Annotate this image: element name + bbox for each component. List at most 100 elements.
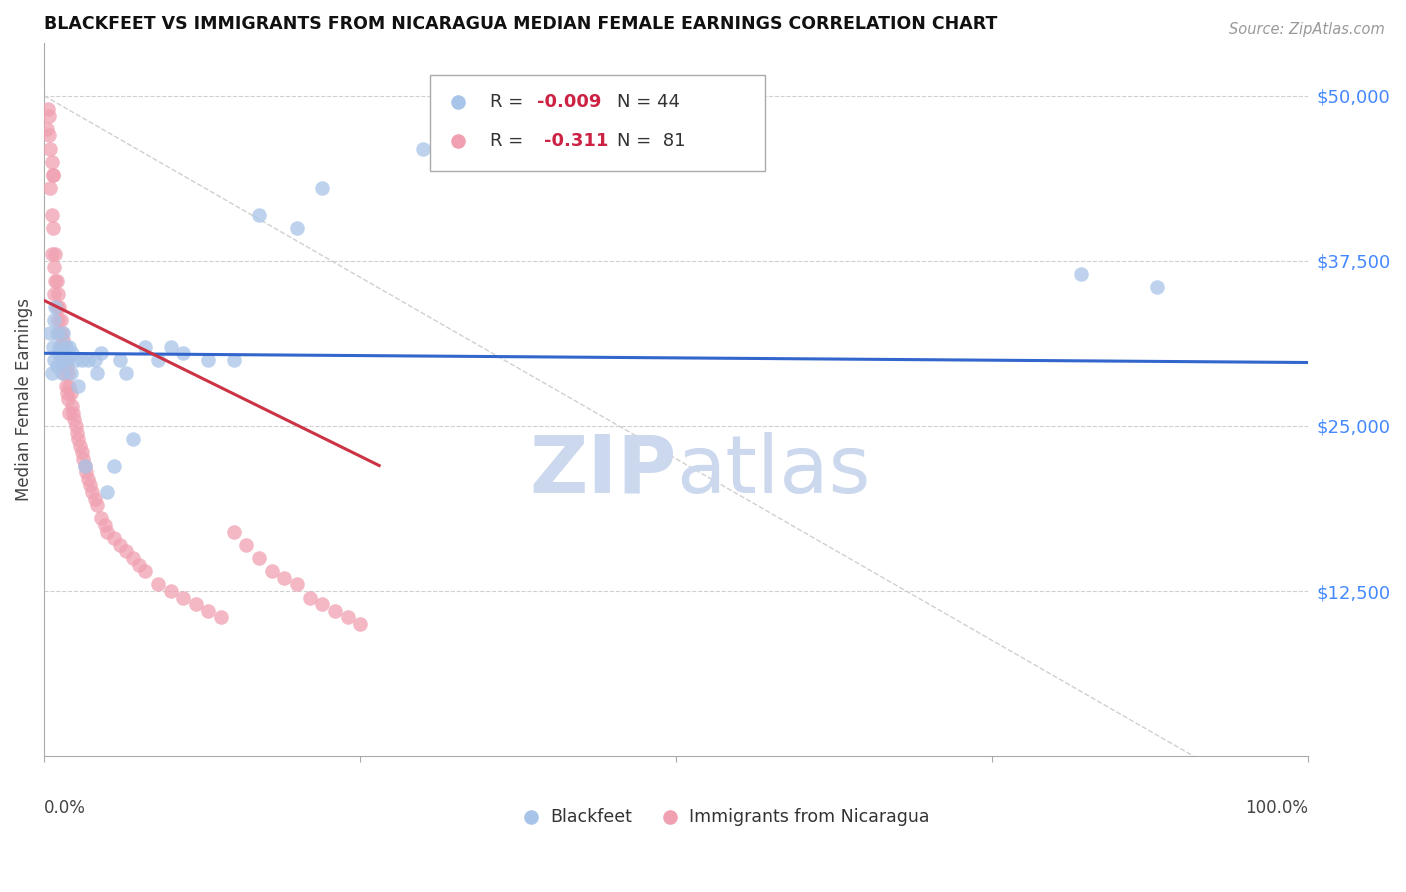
Point: [38, 128, 60, 143]
Point: [69, 439, 91, 453]
Point: [412, 142, 434, 156]
Point: [273, 571, 295, 585]
Point: [197, 352, 219, 367]
Point: [103, 458, 125, 473]
Text: R =: R =: [491, 93, 530, 112]
Y-axis label: Median Female Earnings: Median Female Earnings: [15, 298, 32, 501]
Text: -0.009: -0.009: [537, 93, 602, 112]
Point: [42, 340, 65, 354]
Point: [39, 142, 62, 156]
Point: [46, 286, 69, 301]
Point: [53, 352, 76, 367]
Point: [44, 286, 66, 301]
Text: N =  81: N = 81: [617, 132, 685, 150]
Point: [311, 597, 333, 611]
Point: [235, 538, 257, 552]
Point: [70, 352, 93, 367]
Point: [58, 406, 80, 420]
Point: [38, 109, 60, 123]
Point: [42, 168, 65, 182]
Point: [35, 121, 58, 136]
Point: [159, 340, 181, 354]
Point: [51, 326, 73, 341]
Point: [66, 425, 89, 440]
Point: [115, 366, 138, 380]
Point: [209, 610, 232, 624]
Point: [49, 340, 72, 354]
Text: 100.0%: 100.0%: [1246, 799, 1309, 817]
Text: -0.311: -0.311: [544, 132, 607, 150]
Point: [55, 340, 77, 354]
Point: [65, 418, 87, 433]
Point: [59, 366, 82, 380]
Point: [82, 485, 104, 500]
Point: [108, 538, 131, 552]
Point: [67, 432, 90, 446]
Point: [197, 604, 219, 618]
Point: [83, 352, 105, 367]
Point: [1070, 267, 1092, 281]
Point: [520, 749, 543, 764]
Text: N = 44: N = 44: [617, 93, 681, 112]
Point: [56, 359, 79, 374]
Point: [48, 326, 70, 341]
FancyBboxPatch shape: [430, 75, 765, 171]
Point: [184, 597, 207, 611]
Point: [121, 432, 143, 446]
Point: [247, 208, 270, 222]
Point: [51, 352, 73, 367]
Point: [260, 564, 283, 578]
Point: [86, 498, 108, 512]
Point: [446, 749, 468, 764]
Point: [146, 352, 169, 367]
Point: [134, 564, 156, 578]
Point: [121, 551, 143, 566]
Point: [67, 379, 90, 393]
Point: [108, 352, 131, 367]
Point: [73, 458, 96, 473]
Point: [159, 584, 181, 599]
Text: ZIP: ZIP: [529, 432, 676, 510]
Point: [146, 577, 169, 591]
Point: [222, 352, 245, 367]
Point: [42, 168, 65, 182]
Point: [45, 359, 67, 374]
Point: [298, 591, 321, 605]
Point: [79, 478, 101, 492]
Point: [42, 220, 65, 235]
Point: [247, 551, 270, 566]
Point: [446, 749, 468, 764]
Point: [44, 300, 66, 314]
Point: [58, 340, 80, 354]
Point: [41, 208, 63, 222]
Point: [134, 340, 156, 354]
Point: [65, 352, 87, 367]
Point: [103, 531, 125, 545]
Point: [48, 300, 70, 314]
Point: [45, 326, 67, 341]
Point: [44, 247, 66, 261]
Point: [349, 617, 371, 632]
Point: [56, 392, 79, 407]
Point: [59, 385, 82, 400]
Text: 0.0%: 0.0%: [44, 799, 86, 817]
Point: [56, 385, 79, 400]
Text: Blackfeet: Blackfeet: [550, 808, 631, 826]
Point: [55, 379, 77, 393]
Point: [51, 366, 73, 380]
Point: [90, 346, 112, 360]
Point: [285, 577, 308, 591]
Point: [62, 406, 84, 420]
Point: [63, 412, 86, 426]
Point: [311, 181, 333, 195]
Text: BLACKFEET VS IMMIGRANTS FROM NICARAGUA MEDIAN FEMALE EARNINGS CORRELATION CHART: BLACKFEET VS IMMIGRANTS FROM NICARAGUA M…: [44, 15, 997, 33]
Point: [60, 346, 83, 360]
Point: [44, 260, 66, 275]
Point: [39, 181, 62, 195]
Point: [45, 274, 67, 288]
Point: [128, 558, 150, 572]
Point: [58, 379, 80, 393]
Point: [48, 340, 70, 354]
Point: [285, 220, 308, 235]
Point: [94, 518, 117, 533]
